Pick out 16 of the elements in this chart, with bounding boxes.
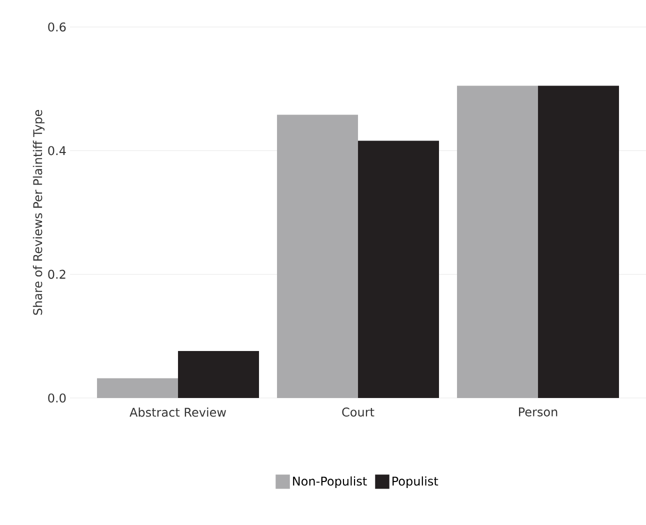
x-tick-label: Court [342, 408, 374, 417]
y-tick-label: 0.0 [48, 393, 66, 403]
y-tick-label: 0.6 [48, 22, 66, 32]
x-tick-label: Abstract Review [130, 408, 226, 417]
bar [538, 86, 619, 398]
bar [178, 350, 260, 398]
bar [358, 140, 439, 398]
y-tick-label: 0.2 [48, 270, 66, 279]
x-tick-label: Person [519, 408, 558, 416]
y-tick-label: 0.4 [48, 146, 66, 156]
legend-label: Non-Populist [293, 476, 367, 488]
bar [277, 114, 358, 398]
y-axis-title: Share of Reviews Per Plaintiff Type [32, 110, 45, 315]
legend-label: Populist [392, 476, 438, 488]
bar [97, 378, 178, 398]
bar [457, 86, 538, 398]
